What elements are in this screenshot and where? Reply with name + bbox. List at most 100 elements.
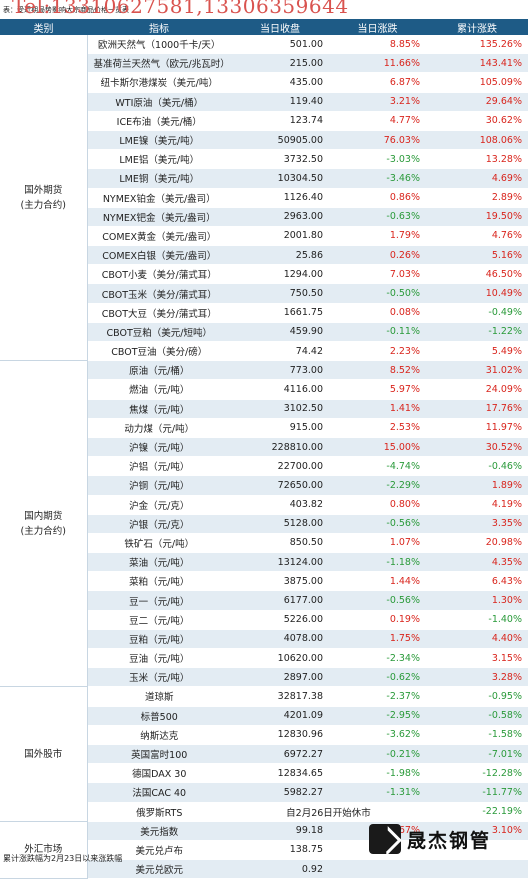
table-row: NYMEX铂金（美元/盎司） 1126.40 0.86% 2.89% (0, 188, 528, 208)
indicator-cell: 沪银（元/克） (87, 514, 231, 534)
table-row: 美元兑卢布 138.75 (0, 840, 528, 861)
header-close: 当日收盘 (231, 19, 329, 35)
close-cell: 25.86 (231, 245, 329, 266)
daily-change-cell: 8.52% (329, 360, 426, 381)
daily-change-cell: 0.26% (329, 245, 426, 266)
close-cell: 6177.00 (231, 590, 329, 611)
close-cell: 119.40 (231, 92, 329, 112)
table-row: 菜油（元/吨） 13124.00 -1.18% 4.35% (0, 552, 528, 573)
cum-change-cell: 4.40% (426, 629, 528, 650)
close-cell: 1294.00 (231, 264, 329, 285)
indicator-cell: WTI原油（美元/桶） (87, 92, 231, 112)
table-row: 纽卡斯尔港煤炭（美元/吨） 435.00 6.87% 105.09% (0, 72, 528, 93)
daily-change-cell: -2.29% (329, 475, 426, 496)
indicator-cell: 道琼斯 (87, 686, 231, 707)
daily-change-cell: 1.79% (329, 226, 426, 247)
cum-change-cell: 20.98% (426, 533, 528, 554)
indicator-cell: 原油（元/桶） (87, 360, 231, 381)
table-row: 标普500 4201.09 -2.95% -0.58% (0, 706, 528, 726)
category-cell: 外汇市场 (0, 821, 88, 879)
close-cell: 5128.00 (231, 514, 329, 534)
daily-change-cell: -0.56% (329, 590, 426, 611)
daily-change-cell: -2.95% (329, 706, 426, 726)
daily-change-cell: 6.87% (329, 72, 426, 93)
close-cell: 99.18 (231, 821, 329, 841)
daily-change-cell: -0.11% (329, 322, 426, 343)
table-row: 法国CAC 40 5982.27 -1.31% -11.77% (0, 782, 528, 803)
daily-change-cell: -0.21% (329, 744, 426, 765)
close-cell: 0.92 (231, 859, 329, 879)
daily-change-cell: -2.34% (329, 648, 426, 669)
daily-change-cell: -3.03% (329, 149, 426, 170)
cum-change-cell: 4.76% (426, 226, 528, 247)
indicator-cell: 沪铝（元/吨） (87, 456, 231, 477)
indicator-cell: ICE布油（美元/桶） (87, 111, 231, 131)
category-cell: 国外股市 (0, 686, 88, 822)
table-row: 沪铜（元/吨） 72650.00 -2.29% 1.89% (0, 475, 528, 496)
table-row: CBOT玉米（美分/蒲式耳） 750.50 -0.50% 10.49% (0, 283, 528, 304)
indicator-cell: 美元指数 (87, 821, 231, 841)
cum-change-cell: 30.62% (426, 111, 528, 131)
header-daily-change: 当日涨跌 (329, 19, 426, 35)
daily-change-cell: 11.66% (329, 53, 426, 74)
daily-change-cell (329, 859, 426, 879)
close-cell: 50905.00 (231, 130, 329, 151)
table-row: ICE布油（美元/桶） 123.74 4.77% 30.62% (0, 111, 528, 131)
indicator-cell: 铁矿石（元/吨） (87, 533, 231, 554)
indicator-cell: NYMEX钯金（美元/盎司） (87, 207, 231, 227)
close-cell: 3102.50 (231, 399, 329, 419)
indicator-cell: 俄罗斯RTS (87, 802, 231, 822)
table-header-row: 类别 指标 当日收盘 当日涨跌 累计涨跌 (0, 19, 528, 35)
table-row: 英国富时100 6972.27 -0.21% -7.01% (0, 744, 528, 765)
indicator-cell: LME铝（美元/吨） (87, 149, 231, 170)
cum-change-cell: 143.41% (426, 53, 528, 74)
cum-change-cell: -1.22% (426, 322, 528, 343)
daily-change-cell: 0.19% (329, 610, 426, 630)
indicator-cell: 豆一（元/吨） (87, 590, 231, 611)
indicator-cell: 法国CAC 40 (87, 782, 231, 803)
daily-change-cell: -2.37% (329, 686, 426, 707)
close-cell: 13124.00 (231, 552, 329, 573)
close-cell: 228810.00 (231, 437, 329, 458)
cum-change-cell: 5.16% (426, 245, 528, 266)
cum-change-cell: 13.28% (426, 149, 528, 170)
cum-change-cell: 4.19% (426, 495, 528, 515)
cum-change-cell: 4.35% (426, 552, 528, 573)
merged-note-cell: 自2月26日开始休市 (231, 802, 426, 822)
daily-change-cell: 0.86% (329, 188, 426, 208)
cum-change-cell: 108.06% (426, 130, 528, 151)
cum-change-cell: -0.46% (426, 456, 528, 477)
cum-change-cell: 24.09% (426, 379, 528, 400)
table-caption: 表：受近期局势影响大宗商品价格一览表 (3, 6, 129, 14)
close-cell: 32817.38 (231, 686, 329, 707)
table-body: 国外期货 (主力合约) 欧洲天然气（1000千卡/天） 501.00 8.85% 135.… (0, 35, 528, 879)
table-row: CBOT豆油（美分/磅） 74.42 2.23% 5.49% (0, 341, 528, 362)
table-row: 俄罗斯RTS 自2月26日开始休市 -22.19% (0, 802, 528, 822)
cum-change-cell: -7.01% (426, 744, 528, 765)
daily-change-cell: 0.08% (329, 303, 426, 323)
table-row: 燃油（元/吨） 4116.00 5.97% 24.09% (0, 379, 528, 400)
daily-change-cell: -3.46% (329, 168, 426, 189)
indicator-cell: 焦煤（元/吨） (87, 399, 231, 419)
close-cell: 435.00 (231, 72, 329, 93)
table-row: 豆粕（元/吨） 4078.00 1.75% 4.40% (0, 629, 528, 650)
close-cell: 138.75 (231, 840, 329, 861)
indicator-cell: 菜粕（元/吨） (87, 571, 231, 592)
daily-change-cell: 4.77% (329, 111, 426, 131)
daily-change-cell: 2.23% (329, 341, 426, 362)
indicator-cell: 纳斯达克 (87, 725, 231, 745)
indicator-cell: COMEX白银（美元/盎司） (87, 245, 231, 266)
cum-change-cell: 11.97% (426, 418, 528, 438)
indicator-cell: 豆二（元/吨） (87, 610, 231, 630)
table-row: 沪铝（元/吨） 22700.00 -4.74% -0.46% (0, 456, 528, 477)
table-row: 动力煤（元/吨） 915.00 2.53% 11.97% (0, 418, 528, 438)
table-row: 菜粕（元/吨） 3875.00 1.44% 6.43% (0, 571, 528, 592)
indicator-cell: 动力煤（元/吨） (87, 418, 231, 438)
table-row: 沪金（元/克） 403.82 0.80% 4.19% (0, 495, 528, 515)
daily-change-cell: -0.56% (329, 514, 426, 534)
indicator-cell: 德国DAX 30 (87, 763, 231, 784)
cum-change-cell: 3.28% (426, 667, 528, 688)
cum-change-cell (426, 840, 528, 861)
indicator-cell: CBOT小麦（美分/蒲式耳） (87, 264, 231, 285)
phone-watermark: Tel:13310627581,13306359644 (12, 0, 349, 18)
